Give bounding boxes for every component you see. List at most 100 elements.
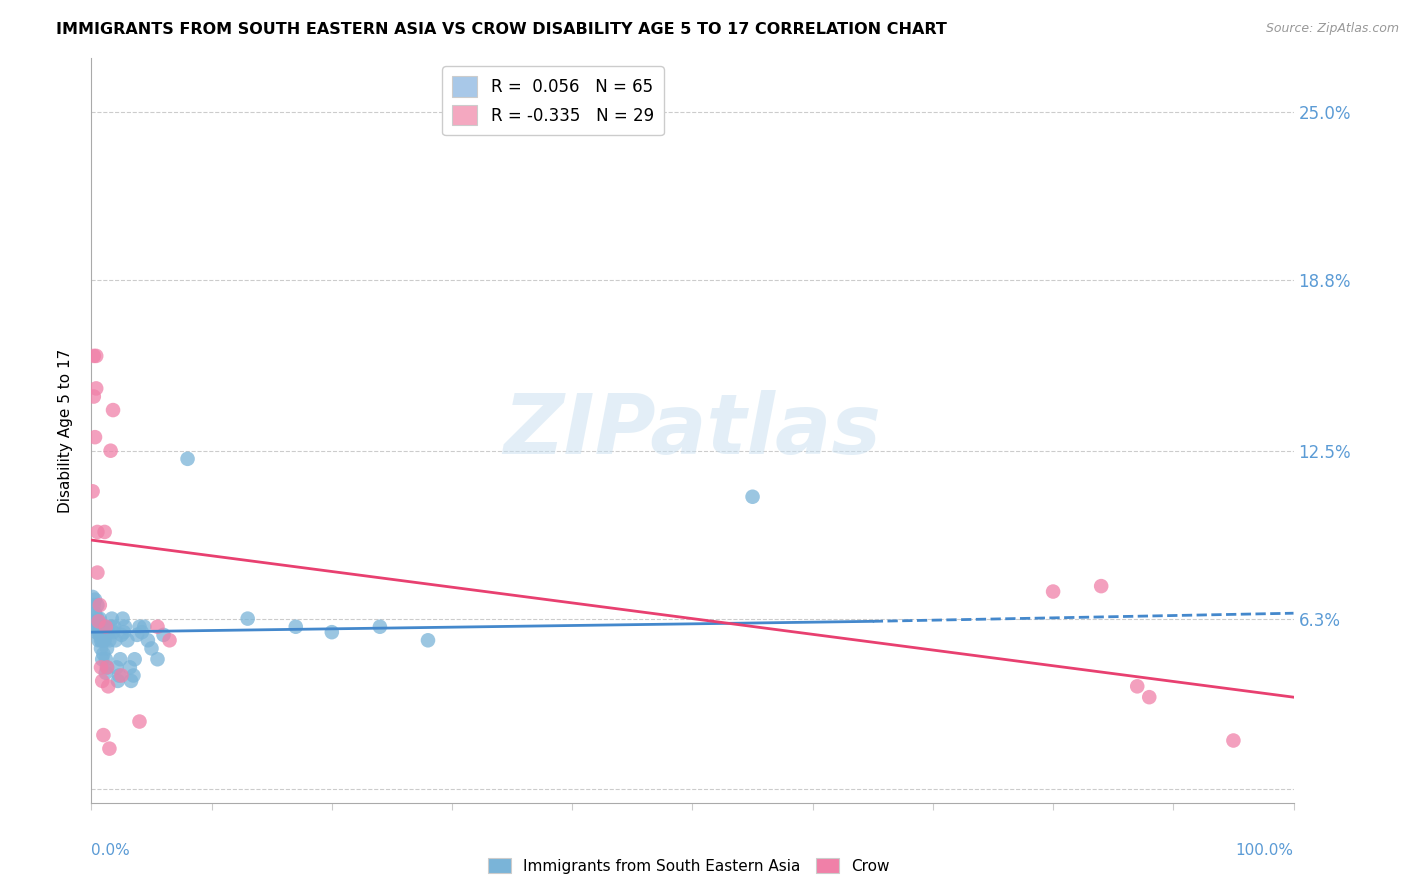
Legend: R =  0.056   N = 65, R = -0.335   N = 29: R = 0.056 N = 65, R = -0.335 N = 29: [443, 66, 664, 136]
Point: [94, 620, 117, 634]
Point: [94, 665, 117, 680]
Point: [101, 625, 124, 640]
Text: 0.0%: 0.0%: [91, 843, 131, 858]
Point: [741, 490, 763, 504]
Text: 100.0%: 100.0%: [1236, 843, 1294, 858]
Point: [83, 612, 105, 626]
Point: [91, 633, 114, 648]
Point: [84, 625, 107, 640]
Point: [134, 620, 156, 634]
Point: [120, 673, 142, 688]
Point: [94, 652, 117, 666]
Point: [84, 381, 107, 395]
Point: [103, 620, 125, 634]
Point: [83, 598, 105, 612]
Point: [136, 633, 159, 648]
Point: [90, 625, 112, 640]
Point: [89, 628, 111, 642]
Point: [93, 620, 115, 634]
Point: [90, 633, 112, 648]
Point: [96, 660, 118, 674]
Point: [1222, 733, 1244, 747]
Point: [131, 625, 153, 640]
Point: [91, 652, 114, 666]
Point: [124, 652, 146, 666]
Point: [87, 625, 110, 640]
Point: [107, 673, 129, 688]
Point: [111, 612, 134, 626]
Y-axis label: Disability Age 5 to 17: Disability Age 5 to 17: [58, 348, 73, 513]
Point: [125, 628, 148, 642]
Point: [122, 668, 145, 682]
Point: [146, 652, 169, 666]
Point: [100, 443, 122, 458]
Point: [93, 524, 115, 539]
Point: [96, 641, 118, 656]
Point: [82, 590, 104, 604]
Point: [1126, 679, 1149, 693]
Point: [321, 625, 343, 640]
Point: [90, 641, 112, 656]
Point: [118, 660, 141, 674]
Point: [105, 660, 128, 674]
Point: [82, 484, 104, 499]
Point: [128, 620, 150, 634]
Point: [87, 615, 110, 629]
Point: [110, 628, 132, 642]
Point: [146, 620, 169, 634]
Point: [84, 349, 107, 363]
Point: [93, 633, 115, 648]
Point: [87, 620, 110, 634]
Point: [97, 679, 120, 693]
Point: [101, 403, 124, 417]
Point: [86, 612, 108, 626]
Point: [114, 620, 136, 634]
Text: IMMIGRANTS FROM SOUTH EASTERN ASIA VS CROW DISABILITY AGE 5 TO 17 CORRELATION CH: IMMIGRANTS FROM SOUTH EASTERN ASIA VS CR…: [56, 22, 948, 37]
Point: [117, 633, 139, 648]
Point: [1042, 584, 1064, 599]
Point: [86, 566, 108, 580]
Point: [98, 633, 121, 648]
Point: [86, 524, 108, 539]
Point: [84, 606, 107, 620]
Point: [91, 673, 114, 688]
Point: [96, 660, 118, 674]
Point: [84, 592, 107, 607]
Legend: Immigrants from South Eastern Asia, Crow: Immigrants from South Eastern Asia, Crow: [482, 852, 896, 880]
Point: [100, 620, 122, 634]
Point: [110, 652, 132, 666]
Point: [98, 741, 121, 756]
Point: [93, 633, 115, 648]
Point: [159, 633, 181, 648]
Point: [1137, 690, 1160, 705]
Point: [93, 728, 115, 742]
Point: [101, 612, 124, 626]
Point: [90, 660, 112, 674]
Point: [86, 598, 108, 612]
Point: [152, 628, 174, 642]
Point: [1090, 579, 1112, 593]
Point: [84, 615, 107, 629]
Point: [87, 633, 110, 648]
Point: [141, 641, 163, 656]
Point: [104, 633, 127, 648]
Point: [108, 668, 131, 682]
Point: [93, 625, 115, 640]
Point: [84, 430, 107, 444]
Point: [89, 612, 111, 626]
Point: [236, 612, 259, 626]
Point: [89, 598, 111, 612]
Text: Source: ZipAtlas.com: Source: ZipAtlas.com: [1265, 22, 1399, 36]
Point: [110, 668, 132, 682]
Point: [368, 620, 391, 634]
Point: [112, 625, 135, 640]
Point: [89, 620, 111, 634]
Point: [97, 625, 120, 640]
Point: [176, 451, 198, 466]
Point: [128, 714, 150, 729]
Point: [86, 620, 108, 634]
Text: ZIPatlas: ZIPatlas: [503, 390, 882, 471]
Point: [83, 349, 105, 363]
Point: [93, 647, 115, 661]
Point: [284, 620, 307, 634]
